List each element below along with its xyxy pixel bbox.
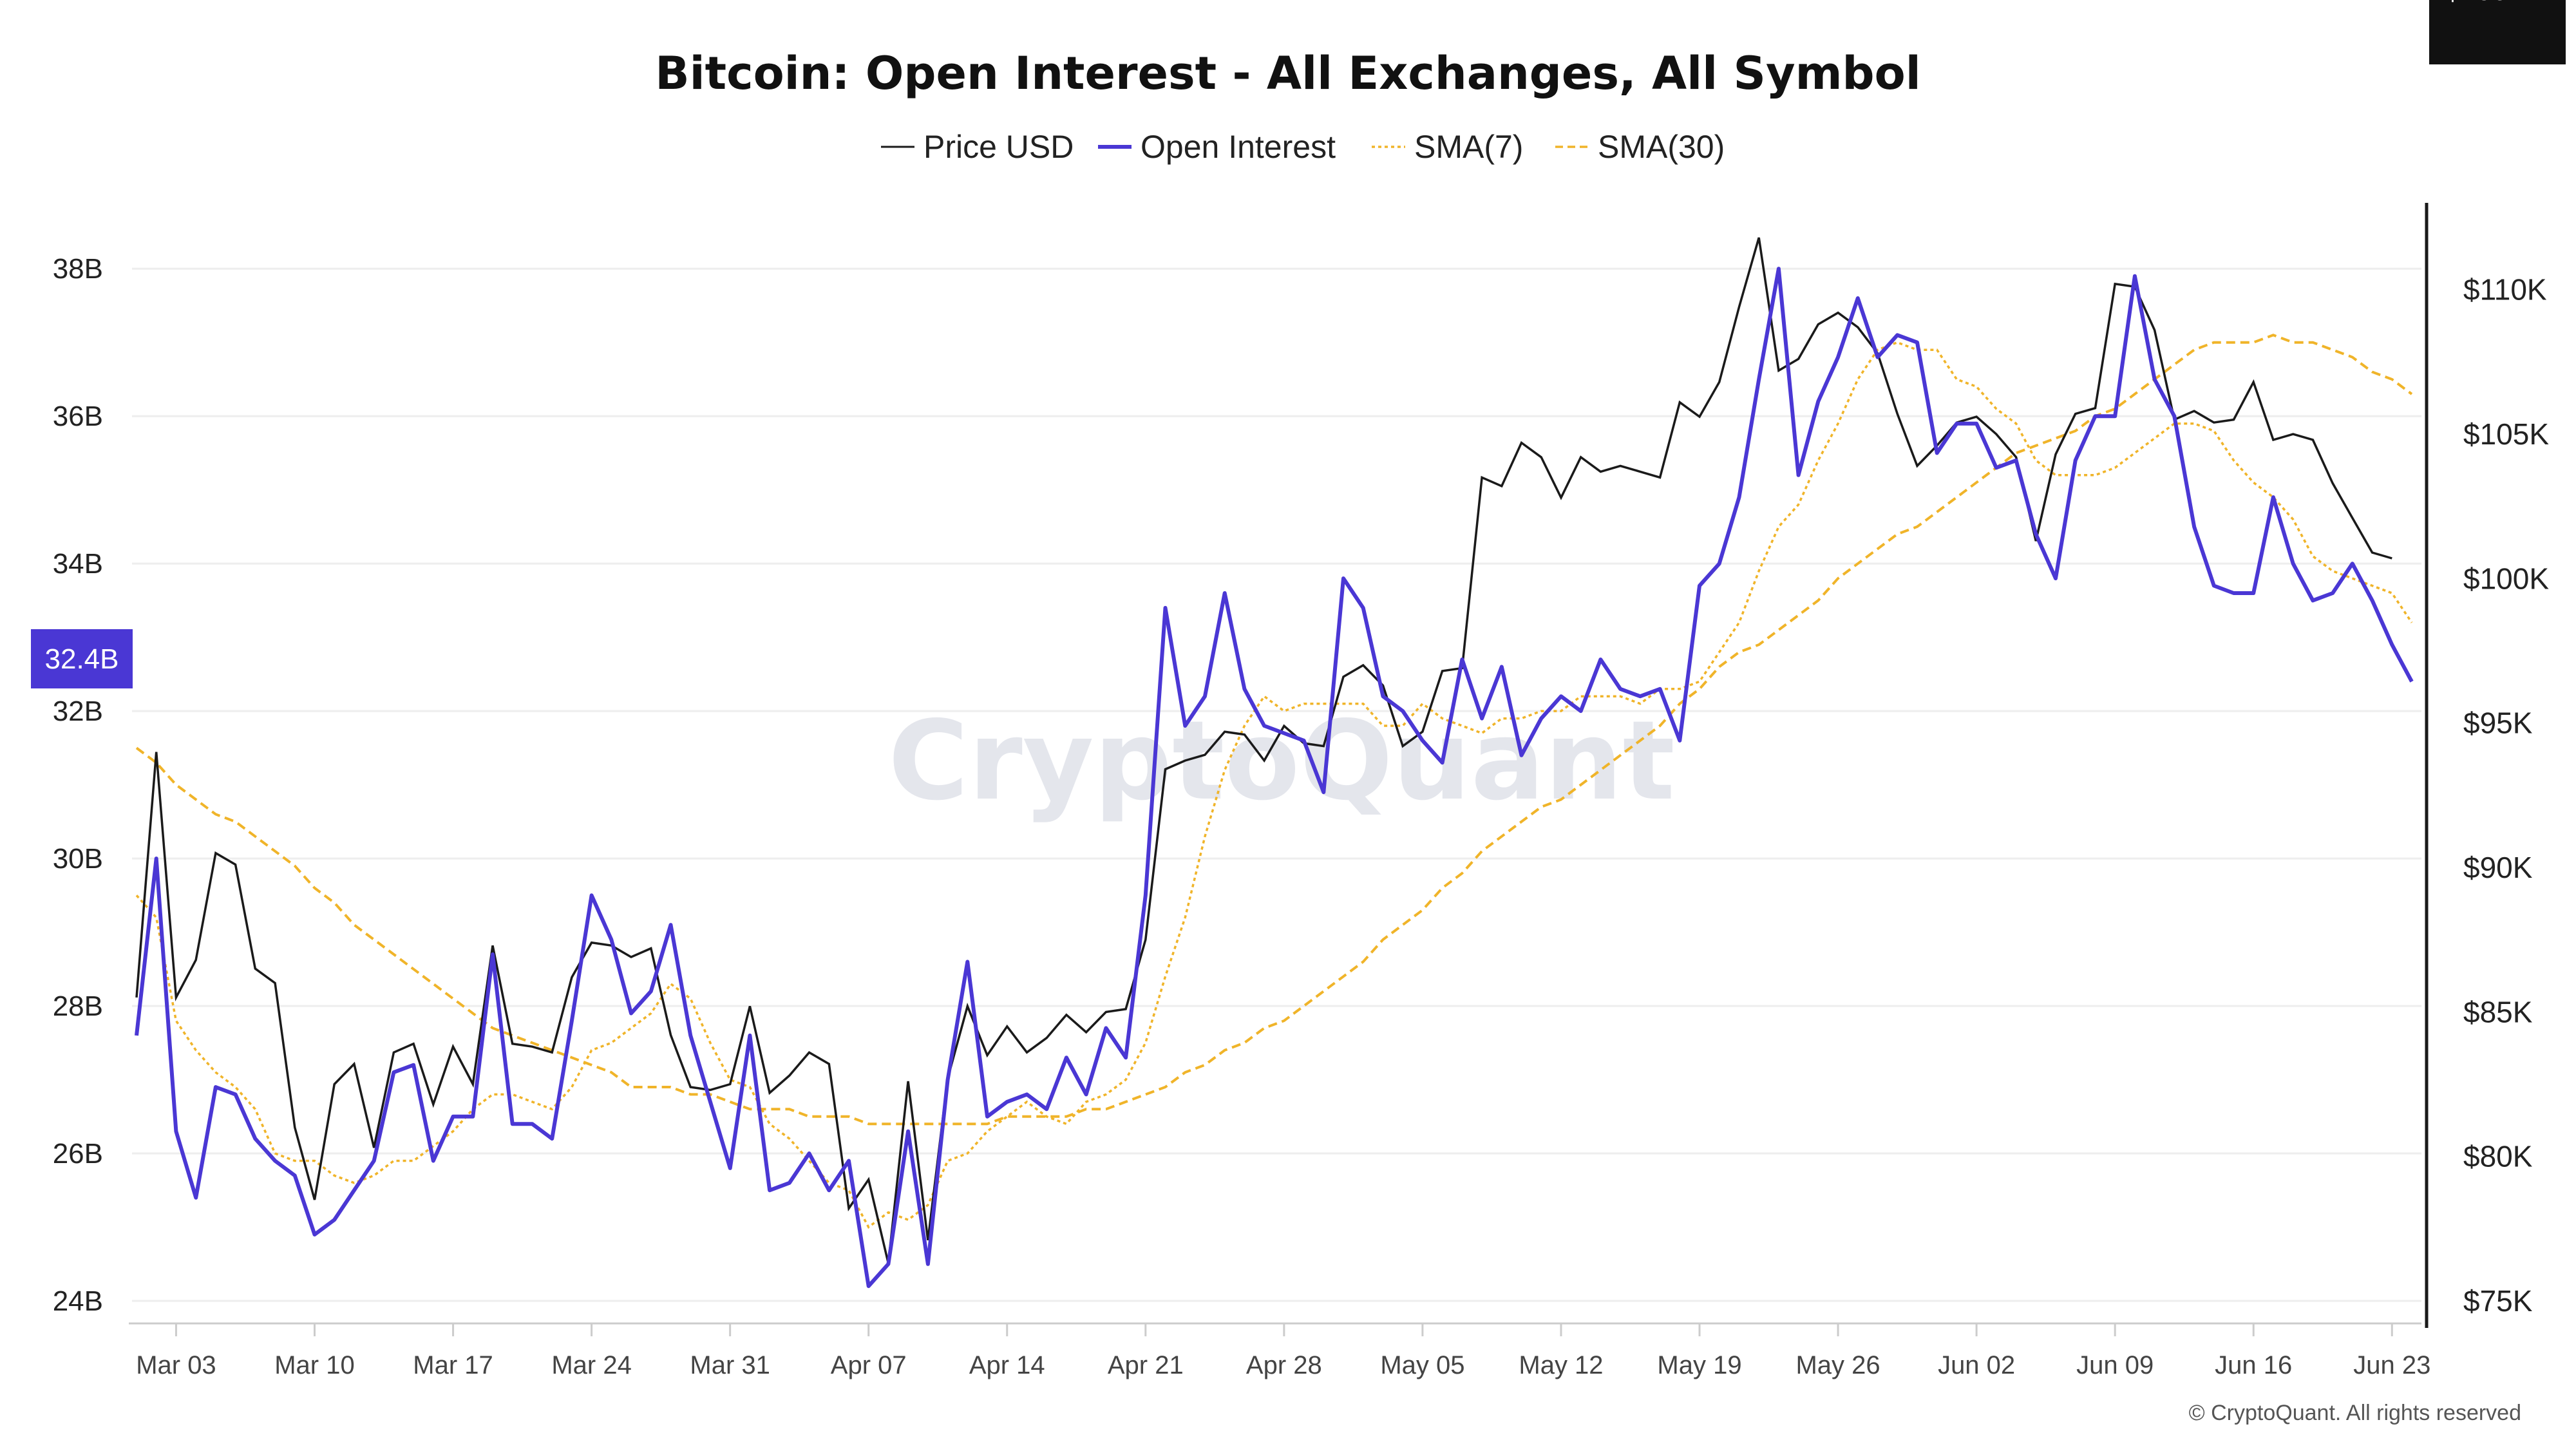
x-tick-may-19: May 19	[1657, 1351, 1741, 1379]
right-tick-90k: $90K	[2463, 851, 2533, 884]
series-sma7	[135, 341, 2413, 1229]
x-tick-jun-23: Jun 23	[2353, 1351, 2430, 1379]
legend: Price USD Open Interest SMA(7) SMA(30)	[881, 129, 1725, 165]
gridlines	[132, 267, 2421, 1302]
x-tick-mar-24: Mar 24	[551, 1351, 632, 1379]
x-tick-may-05: May 05	[1380, 1351, 1464, 1379]
x-tick-may-26: May 26	[1795, 1351, 1880, 1379]
x-tick-jun-02: Jun 02	[1938, 1351, 2015, 1379]
copyright-notice: © CryptoQuant. All rights reserved	[2189, 1401, 2521, 1425]
x-tick-apr-14: Apr 14	[969, 1351, 1045, 1379]
x-tick-apr-07: Apr 07	[831, 1351, 907, 1379]
right-tick-105k: $105K	[2463, 417, 2549, 451]
left-y-ticks: 24B 26B 28B 30B 32B 34B 36B 38B	[53, 253, 103, 1317]
x-tick-apr-28: Apr 28	[1246, 1351, 1322, 1379]
x-tick-mar-10: Mar 10	[274, 1351, 355, 1379]
left-tick-30b: 30B	[53, 843, 103, 875]
axes	[129, 203, 2429, 1328]
chart-title: Bitcoin: Open Interest - All Exchanges, …	[655, 47, 1920, 100]
left-tick-32b: 32B	[53, 696, 103, 727]
left-tick-36b: 36B	[53, 401, 103, 432]
x-tick-mar-17: Mar 17	[413, 1351, 493, 1379]
x-tick-jun-16: Jun 16	[2215, 1351, 2292, 1379]
x-tick-mar-03: Mar 03	[136, 1351, 216, 1379]
price-badge-text: $100.7K	[2445, 0, 2550, 6]
left-tick-24b: 24B	[53, 1285, 103, 1317]
open-interest-badge-text: 32.4B	[45, 643, 119, 675]
right-tick-75k: $75K	[2463, 1284, 2533, 1318]
left-tick-28b: 28B	[53, 990, 103, 1022]
left-tick-26b: 26B	[53, 1138, 103, 1170]
right-tick-85k: $85K	[2463, 995, 2533, 1028]
legend-label-sma-7: SMA(7)	[1414, 129, 1523, 165]
price-badge	[2429, 0, 2566, 64]
watermark: CryptoQuant	[888, 697, 1675, 825]
series-sma30	[135, 334, 2413, 1126]
open-interest-badge	[31, 629, 133, 688]
series-open-interest	[135, 267, 2414, 1289]
right-tick-95k: $95K	[2463, 706, 2533, 740]
x-tick-mar-31: Mar 31	[690, 1351, 770, 1379]
x-tick-jun-09: Jun 09	[2076, 1351, 2154, 1379]
left-tick-34b: 34B	[53, 548, 103, 580]
left-tick-38b: 38B	[53, 253, 103, 285]
right-y-ticks: $75K $80K $85K $90K $95K $100K $105K $110K	[2463, 273, 2549, 1318]
series-lines	[135, 237, 2414, 1289]
x-tick-may-12: May 12	[1519, 1351, 1603, 1379]
series-price-usd	[135, 237, 2392, 1264]
x-tick-apr-21: Apr 21	[1108, 1351, 1184, 1379]
legend-label-sma-30: SMA(30)	[1598, 129, 1725, 165]
right-tick-100k: $100K	[2463, 562, 2549, 595]
x-ticks: Mar 03 Mar 10 Mar 17 Mar 24 Mar 31 Apr 07 Apr …	[136, 1323, 2430, 1379]
legend-label-price-usd: Price USD	[923, 129, 1074, 165]
legend-label-open-interest: Open Interest	[1141, 129, 1336, 165]
value-badges: 32.4B $100.7K	[31, 0, 2566, 688]
right-tick-110k: $110K	[2463, 273, 2547, 307]
right-tick-80k: $80K	[2463, 1140, 2533, 1173]
